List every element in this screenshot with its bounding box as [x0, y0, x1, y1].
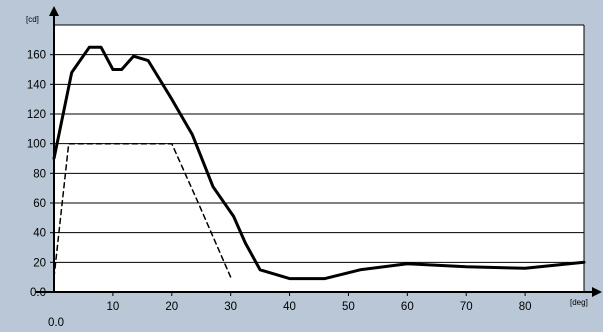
x-tick-label: 40	[283, 301, 296, 313]
plot-area	[54, 25, 584, 292]
dashed-series-line	[53, 142, 232, 278]
y-tick-label: 140	[27, 79, 46, 91]
axes	[36, 6, 602, 297]
y-tick-label: 60	[33, 198, 46, 210]
y-tick-label: 120	[27, 109, 46, 121]
x-tick-label: 70	[460, 301, 473, 313]
x-axis-arrow	[592, 287, 602, 297]
y-tick-label: 160	[27, 50, 46, 62]
x-tick-label: 30	[224, 301, 237, 313]
y-axis-label: [cd]	[26, 15, 39, 24]
x-axis-label: [deg]	[570, 298, 588, 307]
y-tick-label: 80	[33, 168, 46, 180]
y-tick-label: 100	[27, 139, 46, 151]
x-tick-label: 20	[165, 301, 178, 313]
series-lines	[52, 45, 586, 281]
y-tick-label: 40	[33, 228, 46, 240]
x-tick-label: 50	[342, 301, 355, 313]
y-tick-label: 0.0	[30, 287, 46, 299]
x-origin-label: 0.0	[48, 317, 64, 329]
y-axis-arrow	[49, 6, 59, 16]
x-tick-label: 60	[401, 301, 414, 313]
solid-series-line	[52, 45, 586, 281]
x-tick-label: 10	[106, 301, 119, 313]
x-tick-label: 80	[519, 301, 532, 313]
plot-background	[54, 25, 584, 292]
y-tick-label: 20	[33, 257, 46, 269]
tick-labels: 0.0 20 40 60 80 100 120 140 160 10 20 30 40 50 60 70 80 0…	[26, 15, 588, 329]
